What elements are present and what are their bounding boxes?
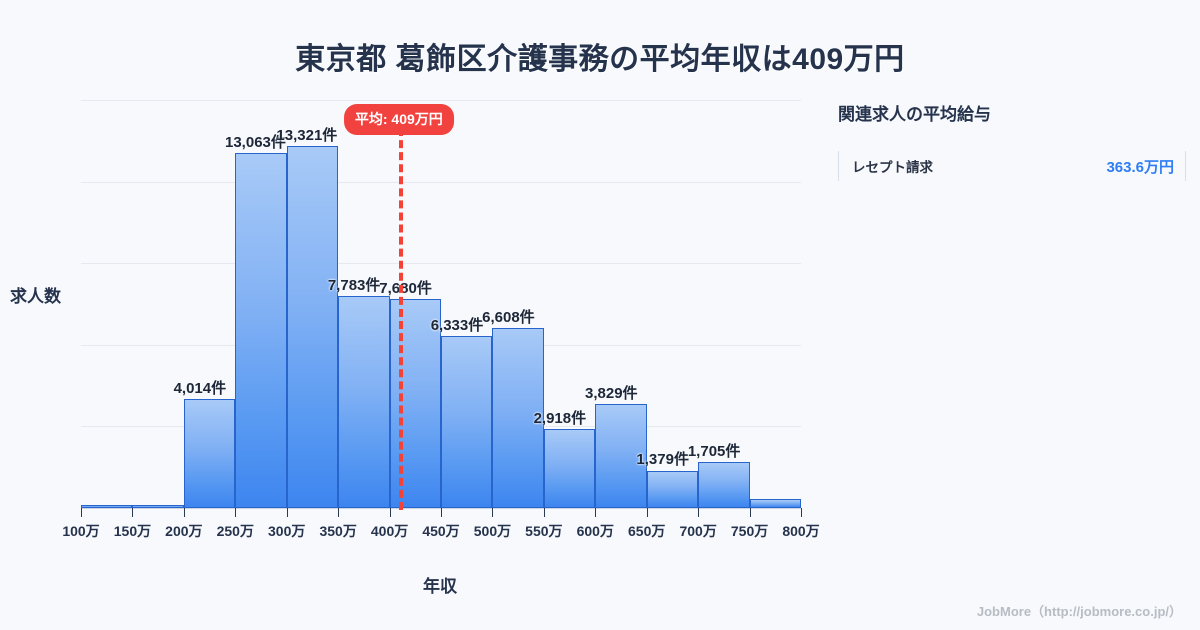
bar: [235, 152, 287, 508]
x-axis-tick: [389, 508, 391, 517]
bar: [183, 398, 236, 508]
footer-watermark: JobMore（http://jobmore.co.jp/）: [976, 604, 1182, 619]
x-axis-tick: [286, 508, 288, 517]
gridline: [81, 181, 801, 183]
x-axis-tick-label: 450万: [422, 523, 460, 539]
bar: [441, 335, 493, 508]
x-axis-tick-label: 550万: [525, 523, 563, 539]
related-salary-label: レセプト請求: [852, 160, 933, 175]
bar-value-label: 7,680件: [379, 280, 432, 298]
bar: [286, 145, 339, 508]
average-line: [398, 128, 403, 510]
x-axis-tick: [183, 508, 185, 517]
page-title: 東京都 葛飾区介護事務の平均年収は409万円: [295, 43, 905, 76]
x-axis-tick-label: 300万: [268, 523, 306, 539]
bar: [338, 296, 390, 508]
x-axis-title: 年収: [423, 577, 457, 596]
x-axis-tick: [81, 508, 82, 517]
related-salary-value: 363.6万円: [1106, 158, 1174, 176]
gridline: [81, 100, 801, 101]
x-axis-tick: [749, 508, 751, 517]
x-axis-tick-label: 100万: [62, 523, 100, 539]
x-axis-tick-label: 250万: [216, 523, 254, 539]
related-salary-heading: 関連求人の平均給与: [838, 105, 991, 124]
bar-value-label: 1,705件: [687, 442, 741, 460]
bar-value-label: 6,333件: [430, 316, 484, 334]
bar: [81, 505, 133, 508]
x-axis-tick: [492, 508, 494, 517]
bar: [389, 299, 441, 508]
x-axis-tick: [595, 508, 597, 517]
bar-value-label: 13,321件: [276, 126, 338, 144]
related-salary-rows: レセプト請求 363.6万円: [838, 151, 1186, 181]
x-axis-tick-label: 200万: [165, 523, 203, 539]
x-axis-tick-label: 650万: [628, 523, 666, 539]
bar: [646, 470, 699, 508]
x-axis-tick-label: 500万: [473, 523, 512, 539]
bar-value-label: 4,014件: [173, 379, 227, 397]
x-axis-tick: [543, 508, 545, 517]
x-axis-tick-label: 700万: [679, 523, 717, 539]
related-salary-panel: 関連求人の平均給与 レセプト請求 363.6万円: [838, 100, 1186, 181]
x-axis-tick-label: 150万: [113, 523, 152, 539]
x-axis-tick: [338, 508, 340, 517]
bar-value-label: 3,829件: [585, 384, 638, 402]
bar-value-label: 13,063件: [225, 133, 286, 151]
x-axis-tick-label: 600万: [576, 523, 614, 539]
related-salary-row: レセプト請求 363.6万円: [838, 151, 1186, 181]
bar: [595, 403, 647, 508]
bar: [698, 461, 750, 508]
histogram-chart: 100万 150万 200万 250万 300万 350万 400万 450万 500万 550万…: [10, 100, 820, 596]
y-axis-title: 求人数: [10, 287, 61, 306]
bar-value-label: 2,918件: [533, 409, 587, 427]
bar-value-label: 7,783件: [327, 277, 381, 295]
x-axis-tick: [441, 508, 442, 517]
x-axis-tick-label: 350万: [319, 523, 357, 539]
bar: [492, 328, 544, 508]
x-axis-tick: [698, 508, 700, 517]
bar: [543, 428, 596, 508]
bar: [749, 499, 801, 508]
x-axis-tick: [235, 508, 237, 517]
bar-series: [81, 100, 801, 508]
bar: [132, 505, 184, 508]
bar-value-label: 1,379件: [636, 451, 689, 469]
bar-value-label: 6,608件: [482, 309, 535, 327]
x-axis-tick: [132, 508, 134, 517]
gridline: [81, 263, 801, 265]
plot-area: [81, 100, 801, 509]
x-axis-tick-label: 400万: [370, 523, 409, 539]
x-axis-tick: [801, 508, 802, 517]
x-axis-tick-label: 750万: [730, 523, 769, 539]
x-axis-tick: [646, 508, 648, 517]
x-axis-tick-label: 800万: [782, 523, 820, 539]
average-badge: 平均: 409万円: [343, 104, 454, 135]
